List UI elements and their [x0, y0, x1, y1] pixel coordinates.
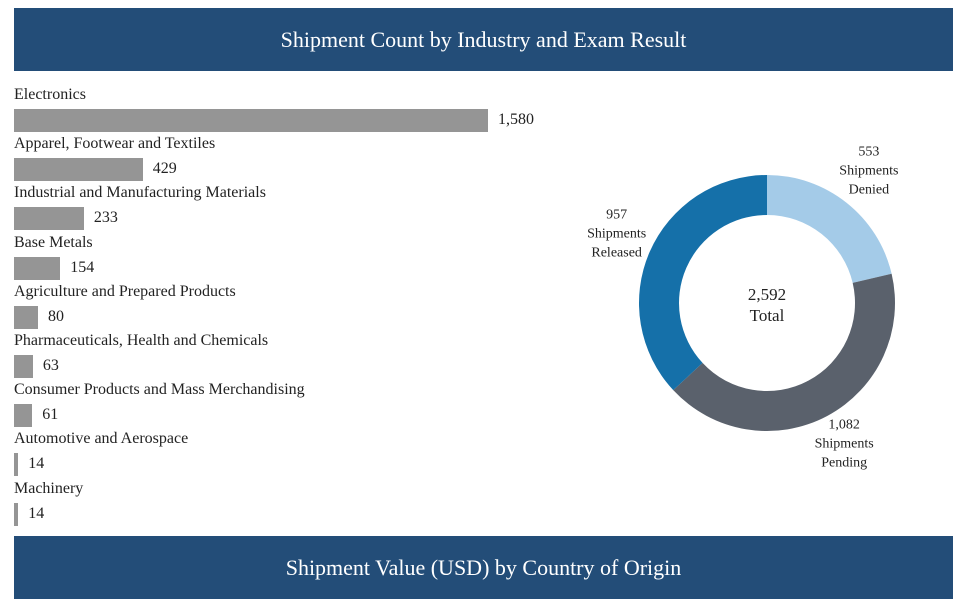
- bar: [14, 158, 143, 182]
- bar-value-label: 429: [152, 160, 177, 178]
- donut-slice: [673, 273, 895, 432]
- section-title-banner: Shipment Value (USD) by Country of Origi…: [14, 536, 953, 599]
- bar-value-label: 233: [93, 209, 118, 227]
- bar-value-label: 63: [42, 357, 59, 374]
- bar: [14, 502, 19, 526]
- donut-center-label: Total: [750, 306, 785, 325]
- bar-value-label: 154: [70, 258, 95, 276]
- chart-title: Shipment Count by Industry and Exam Resu…: [280, 26, 687, 52]
- chart-title-banner: Shipment Count by Industry and Exam Resu…: [14, 8, 953, 71]
- bar: [14, 404, 33, 428]
- bar-value-label: 14: [28, 455, 45, 473]
- bar: [14, 305, 38, 329]
- bar-category-label: Pharmaceuticals, Health and Chemicals: [14, 332, 269, 349]
- industry-bar-chart: Electronics 1,580 Apparel, Footwear and Te…: [14, 86, 534, 526]
- donut-slice: [639, 175, 767, 391]
- donut-center-value: 2,592: [748, 285, 786, 304]
- bar: [14, 109, 488, 132]
- donut-slice: [767, 175, 892, 283]
- bar-value-label: 61: [42, 406, 59, 424]
- bar-category-label: Apparel, Footwear and Textiles: [14, 135, 216, 153]
- bar-category-label: Industrial and Manufacturing Materials: [14, 184, 266, 202]
- bar-value-label: 14: [28, 504, 45, 522]
- bar-category-label: Agriculture and Prepared Products: [14, 282, 236, 300]
- bar: [14, 355, 33, 378]
- bar: [14, 207, 84, 231]
- donut-slice-label: 957 Shipments Released: [587, 207, 646, 260]
- exam-result-donut-chart: 553 Shipments Denied 1,082 Shipments Pending 9…: [587, 144, 898, 471]
- bar: [14, 453, 19, 477]
- donut-slice-label: 553 Shipments Denied: [839, 144, 898, 197]
- bar-category-label: Consumer Products and Mass Merchandising: [14, 381, 305, 399]
- bar-value-label: 1,580: [498, 111, 534, 128]
- bar-value-label: 80: [48, 307, 64, 325]
- bar-category-label: Electronics: [14, 86, 86, 103]
- bar-category-label: Automotive and Aerospace: [14, 430, 189, 448]
- bar-category-label: Base Metals: [14, 233, 93, 251]
- bar: [14, 256, 61, 280]
- section-title: Shipment Value (USD) by Country of Origi…: [285, 554, 682, 580]
- bar-category-label: Machinery: [14, 479, 84, 497]
- donut-slice-label: 1,082 Shipments Pending: [815, 418, 874, 471]
